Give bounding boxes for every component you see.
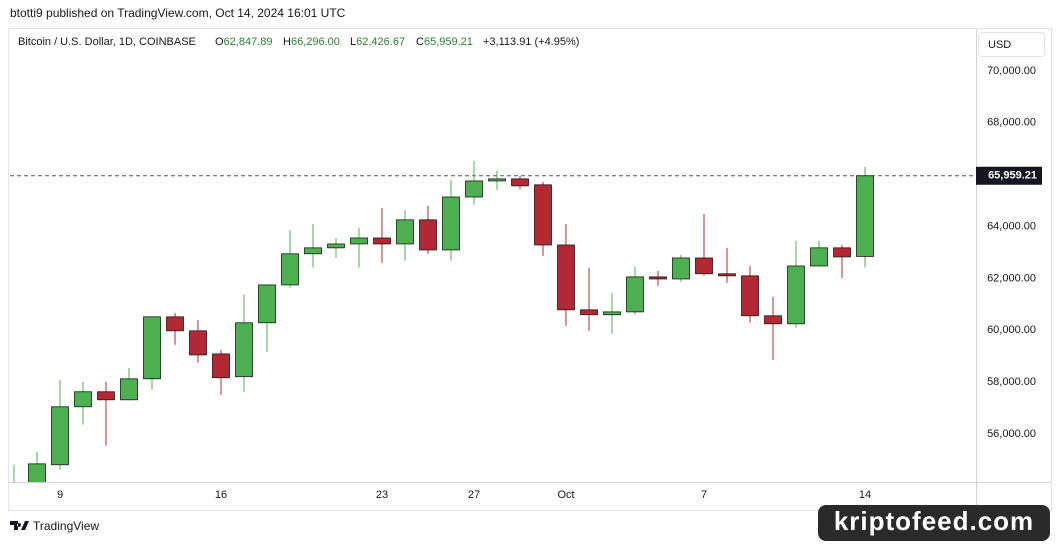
candle-body xyxy=(833,247,851,258)
y-tick-label: 58,000.00 xyxy=(987,376,1036,388)
candle-body xyxy=(74,391,92,408)
candle-body xyxy=(51,406,69,466)
candle-body xyxy=(787,265,805,325)
candle-body xyxy=(603,311,621,316)
currency-label[interactable]: USD xyxy=(988,39,1011,51)
y-tick-label: 68,000.00 xyxy=(987,117,1036,129)
candle-body xyxy=(764,315,782,325)
candle-body xyxy=(534,184,552,246)
candle-body xyxy=(373,237,391,245)
ohlc-legend: O62,847.89 H66,296.00 L62,426.67 C65,959.21… xyxy=(215,36,579,48)
publish-info: btotti9 published on TradingView.com, Oc… xyxy=(10,6,346,20)
watermark: kriptofeed.com xyxy=(834,506,1034,536)
x-tick-label: 16 xyxy=(215,489,227,501)
ohlc-low: L62,426.67 xyxy=(350,36,405,48)
candle-body xyxy=(97,391,115,401)
candle-body xyxy=(557,244,575,311)
candle-body xyxy=(396,219,414,245)
y-tick-label: 60,000.00 xyxy=(987,324,1036,336)
logo-icon xyxy=(10,521,29,530)
ohlc-open-letter: O xyxy=(215,36,224,48)
last-price-tag xyxy=(976,166,1042,185)
candle-body xyxy=(258,284,276,324)
ohlc-high-letter: H xyxy=(283,36,291,48)
ohlc-open: O62,847.89 xyxy=(215,36,273,48)
candle-body xyxy=(442,196,460,251)
ohlc-close-value: 65,959.21 xyxy=(424,36,473,48)
x-tick-label: 9 xyxy=(57,489,63,501)
currency-button[interactable] xyxy=(978,32,1045,57)
candle-body xyxy=(419,219,437,251)
candle-body xyxy=(580,309,598,316)
y-tick-label: 70,000.00 xyxy=(987,65,1036,77)
ohlc-high: H66,296.00 xyxy=(283,36,340,48)
x-tick-label: Oct xyxy=(557,489,574,501)
y-tick-label: 62,000.00 xyxy=(987,272,1036,284)
y-tick-label: 64,000.00 xyxy=(987,220,1036,232)
candle-body xyxy=(695,257,713,275)
chart-frame xyxy=(8,28,1052,511)
candle-body xyxy=(649,276,667,280)
ohlc-close-letter: C xyxy=(416,36,424,48)
candle-body xyxy=(511,178,529,187)
candle-body xyxy=(166,316,184,332)
ohlc-low-letter: L xyxy=(350,36,356,48)
candle-body xyxy=(28,463,46,482)
plot-area xyxy=(10,160,975,482)
watermark-background xyxy=(818,505,1050,541)
x-tick-label: 23 xyxy=(376,489,388,501)
ohlc-low-value: 62,426.67 xyxy=(356,36,405,48)
candle-body xyxy=(327,243,345,249)
candle-body xyxy=(143,316,161,380)
x-tick-label: 14 xyxy=(859,489,871,501)
candle-body xyxy=(741,275,759,317)
y-tick-label: 56,000.00 xyxy=(987,428,1036,440)
candle-body xyxy=(235,322,253,378)
tradingview-logo[interactable]: TradingView xyxy=(10,519,99,533)
candle-body xyxy=(281,253,299,286)
candle-body xyxy=(304,247,322,255)
candle-body xyxy=(212,353,230,379)
last-price-label: 65,959.21 xyxy=(988,170,1037,182)
x-tick-label: 7 xyxy=(701,489,707,501)
symbol-label: Bitcoin / U.S. Dollar, 1D, COINBASE xyxy=(18,36,196,48)
candle-body xyxy=(120,378,138,401)
candle-body xyxy=(465,180,483,198)
candle-body xyxy=(626,276,644,313)
candle-body xyxy=(350,237,368,245)
ohlc-close: C65,959.21 xyxy=(416,36,473,48)
candle-body xyxy=(672,257,690,280)
candle-body xyxy=(856,175,874,257)
x-tick-label: 27 xyxy=(468,489,480,501)
candle-body xyxy=(718,273,736,277)
ohlc-open-value: 62,847.89 xyxy=(224,36,273,48)
ohlc-change: +3,113.91 (+4.95%) xyxy=(483,36,579,48)
candle-body xyxy=(810,247,828,267)
ohlc-high-value: 66,296.00 xyxy=(291,36,340,48)
brand-name: TradingView xyxy=(33,519,99,533)
candle-body xyxy=(488,178,506,182)
candle-body xyxy=(189,330,207,356)
